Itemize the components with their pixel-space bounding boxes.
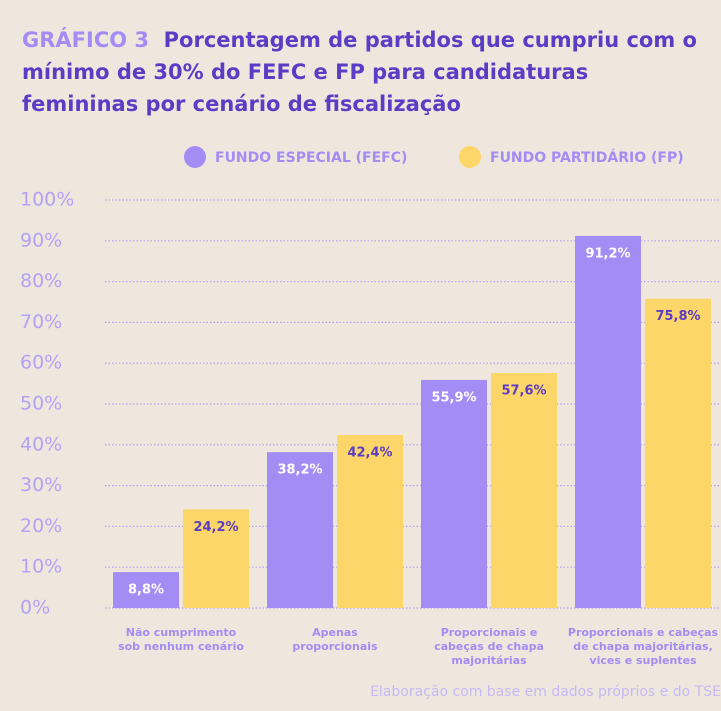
bar: [267, 452, 333, 608]
bar: [575, 235, 641, 609]
value-label: 91,2%: [585, 246, 630, 261]
x-tick-label: Proporcionais e cabeças de chapa majorit…: [434, 626, 544, 667]
y-tick-label: 70%: [20, 311, 62, 333]
bar: [337, 435, 403, 608]
legend-label: FUNDO PARTIDÁRIO (FP): [490, 149, 684, 166]
chart-label: GRÁFICO 3: [22, 28, 150, 52]
legend-label: FUNDO ESPECIAL (FEFC): [215, 150, 407, 166]
x-tick-label: Não cumprimento sob nenhum cenário: [118, 626, 244, 653]
value-label: 55,9%: [431, 390, 476, 405]
x-tick-label: Proporcionais e cabeças de chapa majorit…: [567, 626, 719, 667]
legend-swatch: [459, 146, 481, 168]
value-label: 57,6%: [501, 383, 546, 398]
y-tick-label: 40%: [20, 433, 62, 455]
y-tick-label: 50%: [20, 393, 62, 415]
title-block: GRÁFICO 3 Porcentagem de partidos que cu…: [22, 24, 702, 120]
source-note: Elaboração com base em dados próprios e …: [370, 684, 721, 700]
y-tick-label: 20%: [20, 515, 62, 537]
x-tick-label: Apenas proporcionais: [292, 626, 378, 653]
y-tick-label: 100%: [20, 189, 74, 211]
value-label: 38,2%: [277, 463, 322, 478]
y-tick-label: 30%: [20, 474, 62, 496]
legend-swatch: [184, 146, 206, 168]
bar: [113, 572, 179, 608]
bar: [421, 379, 487, 608]
bar: [183, 509, 249, 608]
bar: [645, 298, 711, 608]
bar: [491, 372, 557, 608]
y-tick-label: 0%: [20, 597, 50, 619]
y-tick-label: 10%: [20, 556, 62, 578]
value-label: 8,8%: [128, 583, 164, 598]
value-label: 75,8%: [655, 309, 700, 324]
y-tick-label: 60%: [20, 352, 62, 374]
y-tick-label: 90%: [20, 229, 62, 251]
y-tick-label: 80%: [20, 270, 62, 292]
value-label: 24,2%: [193, 520, 238, 535]
value-label: 42,4%: [347, 446, 392, 461]
chart-title: Porcentagem de partidos que cumpriu com …: [22, 28, 697, 116]
